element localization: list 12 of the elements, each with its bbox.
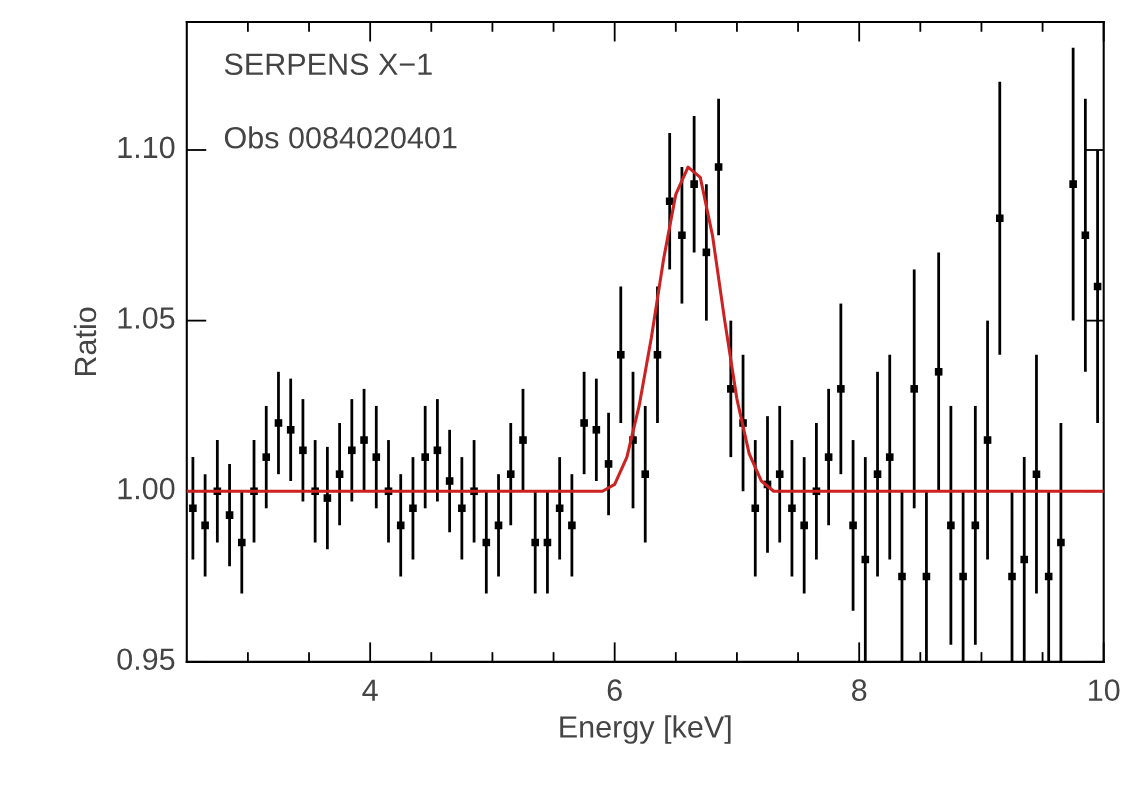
x-tick-label: 4 <box>362 679 378 701</box>
x-tick-label: 6 <box>607 679 622 701</box>
x-tick-label: 10 <box>1089 679 1120 701</box>
x-axis-title: Energy [keV] <box>560 715 731 744</box>
annotation: Obs 0084020401 <box>224 126 457 149</box>
annotation: SERPENS X−1 <box>224 53 432 76</box>
y-axis-title: Ratio <box>73 307 97 376</box>
y-tick-label: 1.00 <box>118 477 175 500</box>
y-tick-label: 1.10 <box>118 136 175 159</box>
y-tick-label: 1.05 <box>118 307 175 329</box>
x-tick-label: 8 <box>852 679 867 701</box>
y-tick-label: 0.95 <box>117 648 175 671</box>
